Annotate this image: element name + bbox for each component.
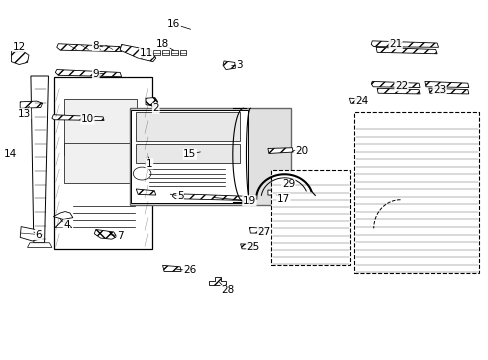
Bar	[130, 108, 290, 205]
Polygon shape	[209, 277, 225, 285]
Polygon shape	[267, 148, 293, 153]
Polygon shape	[146, 98, 158, 106]
Text: 28: 28	[221, 285, 234, 296]
Polygon shape	[375, 47, 436, 54]
Bar	[64, 143, 137, 183]
Polygon shape	[170, 50, 177, 55]
Bar	[131, 110, 248, 203]
Polygon shape	[136, 189, 156, 195]
Bar	[64, 99, 137, 155]
Polygon shape	[57, 44, 122, 51]
Text: 14: 14	[4, 149, 17, 159]
Text: 3: 3	[236, 60, 243, 70]
Text: 21: 21	[388, 39, 402, 49]
Text: 25: 25	[246, 242, 259, 252]
Polygon shape	[240, 244, 258, 249]
Polygon shape	[267, 190, 280, 195]
Polygon shape	[53, 212, 73, 220]
Polygon shape	[11, 51, 29, 64]
Text: 11: 11	[139, 48, 152, 58]
Bar	[271, 170, 349, 265]
Text: 2: 2	[152, 103, 159, 113]
Text: 1: 1	[146, 159, 152, 169]
Polygon shape	[179, 50, 186, 55]
Text: 15: 15	[183, 149, 196, 159]
Text: 8: 8	[92, 41, 99, 50]
Polygon shape	[52, 115, 104, 121]
Text: 12: 12	[13, 42, 26, 51]
Polygon shape	[223, 61, 235, 69]
Polygon shape	[136, 144, 239, 163]
Polygon shape	[55, 69, 122, 77]
Bar	[54, 77, 152, 249]
Text: 9: 9	[92, 69, 99, 79]
Bar	[353, 112, 478, 273]
Polygon shape	[20, 101, 42, 108]
Text: 19: 19	[242, 196, 256, 206]
Polygon shape	[376, 88, 419, 94]
Text: 24: 24	[354, 96, 367, 106]
Text: 13: 13	[18, 109, 31, 119]
Text: 29: 29	[281, 179, 294, 189]
Text: 6: 6	[35, 230, 42, 239]
Polygon shape	[428, 88, 468, 94]
Text: 5: 5	[177, 191, 183, 201]
Polygon shape	[424, 81, 468, 87]
Text: 26: 26	[183, 265, 196, 275]
Circle shape	[133, 167, 151, 180]
Polygon shape	[370, 41, 438, 47]
Polygon shape	[20, 226, 42, 241]
Text: 18: 18	[156, 40, 169, 49]
Polygon shape	[94, 229, 117, 239]
Polygon shape	[136, 112, 239, 140]
Text: 22: 22	[394, 81, 407, 91]
Polygon shape	[348, 98, 366, 103]
Polygon shape	[153, 50, 160, 55]
Polygon shape	[249, 227, 267, 233]
Polygon shape	[172, 194, 244, 201]
Text: 27: 27	[257, 227, 270, 237]
Text: 20: 20	[295, 145, 308, 156]
Text: 7: 7	[117, 231, 123, 240]
Polygon shape	[27, 243, 52, 247]
Text: 10: 10	[81, 114, 94, 124]
Text: 4: 4	[63, 220, 70, 230]
Text: 16: 16	[167, 19, 180, 29]
Polygon shape	[31, 76, 48, 243]
Text: 23: 23	[432, 85, 445, 95]
Text: 17: 17	[276, 194, 289, 204]
Polygon shape	[370, 81, 419, 87]
Polygon shape	[120, 44, 156, 62]
Polygon shape	[162, 265, 181, 271]
Polygon shape	[162, 50, 168, 55]
